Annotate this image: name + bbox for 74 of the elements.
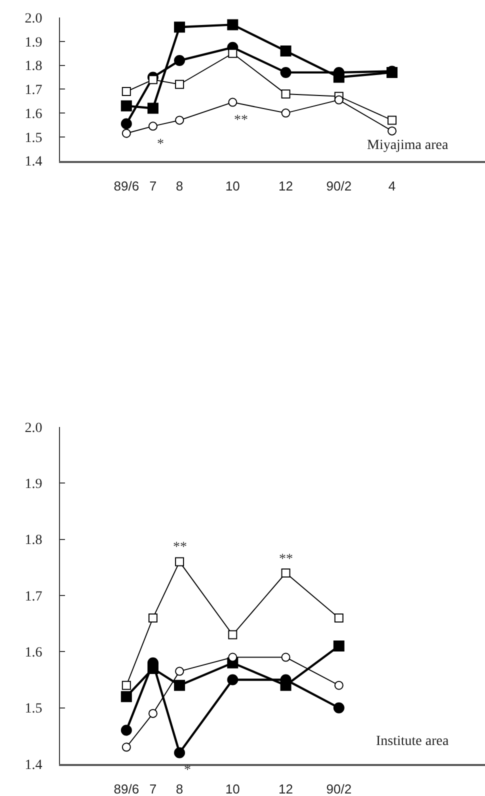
point (388, 126, 397, 136)
x-tick-label: 89/6 (114, 178, 140, 194)
point (175, 80, 184, 89)
x-tick-label: 7 (149, 782, 157, 796)
point (227, 674, 238, 686)
x-tick-label: 90/2 (326, 782, 352, 796)
annotation: Miyajima area (367, 138, 450, 153)
y-tick-label: 1.8 (24, 59, 42, 74)
x-tick-label: 8 (176, 782, 184, 796)
point (228, 48, 238, 58)
y-tick-label: 1.5 (24, 702, 42, 717)
point (388, 116, 397, 125)
y-tick-label: 2.0 (24, 11, 42, 26)
point (334, 95, 344, 104)
y-tick-label: 1.9 (24, 477, 42, 492)
point (227, 19, 238, 30)
point (333, 702, 344, 714)
point (280, 45, 292, 56)
x-tick-label: 12 (278, 782, 294, 796)
point (122, 680, 131, 690)
point (228, 652, 238, 662)
point (148, 122, 158, 131)
point (281, 568, 290, 578)
point (281, 108, 290, 118)
x-tick-label: 4 (388, 178, 396, 194)
point (120, 100, 132, 112)
point (333, 640, 344, 652)
annotation: Institute area (376, 734, 450, 749)
y-tick-label: 1.4 (24, 758, 42, 773)
point (281, 652, 290, 662)
point (120, 724, 132, 736)
point (122, 87, 131, 96)
point (175, 116, 184, 125)
y-tick-label: 1.6 (24, 646, 42, 661)
point (147, 102, 158, 114)
point (122, 742, 131, 752)
annotation: * (157, 137, 164, 152)
y-tick-label: 2.0 (24, 420, 42, 436)
point (228, 630, 238, 640)
y-tick-label: 1.6 (24, 106, 42, 122)
point (174, 55, 186, 66)
annotation: ** (234, 113, 248, 128)
point (174, 22, 186, 33)
x-tick-label: 90/2 (326, 178, 352, 194)
point (334, 613, 344, 622)
point (174, 747, 186, 758)
point (334, 680, 344, 690)
point (280, 66, 292, 78)
y-tick-label: 1.7 (24, 589, 42, 604)
point (175, 557, 184, 566)
y-tick-label: 1.7 (24, 83, 42, 98)
x-tick-label: 89/6 (114, 782, 140, 796)
point (148, 708, 158, 718)
point (281, 89, 290, 98)
y-tick-label: 1.4 (24, 154, 42, 170)
x-tick-label: 7 (149, 178, 157, 194)
annotation: * (184, 763, 191, 778)
y-tick-label: 1.8 (24, 533, 42, 548)
x-tick-label: 12 (278, 178, 294, 194)
point (122, 128, 131, 138)
point (148, 613, 158, 622)
point (228, 98, 238, 107)
annotation: ** (279, 552, 293, 567)
point (175, 666, 184, 676)
x-tick-label: 10 (225, 178, 240, 194)
y-tick-label: 1.5 (24, 130, 42, 146)
annotation: ** (173, 540, 187, 555)
x-tick-label: 8 (176, 178, 184, 194)
point (120, 118, 132, 130)
y-tick-label: 1.9 (24, 35, 42, 50)
point (174, 680, 186, 691)
x-tick-label: 10 (225, 782, 240, 796)
point (148, 75, 158, 84)
point (120, 691, 132, 702)
